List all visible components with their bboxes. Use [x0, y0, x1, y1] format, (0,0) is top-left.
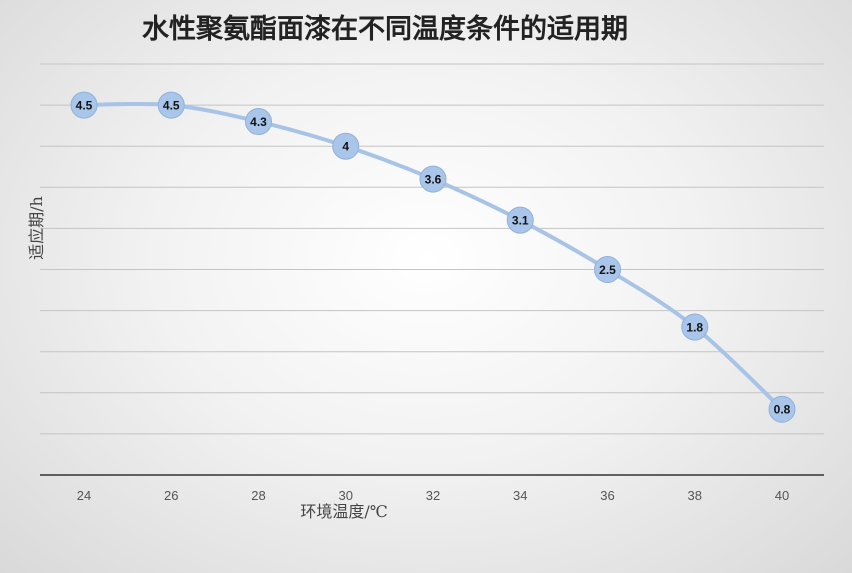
data-point-marker: [768, 395, 796, 423]
data-point-marker: [594, 256, 621, 283]
y-axis-title: 适应期/h: [27, 196, 46, 260]
data-label: 0.8: [774, 403, 791, 417]
data-point-marker: [245, 108, 272, 136]
data-point-marker: [332, 132, 360, 160]
x-tick-labels: 24 26 28 30 32 34 36 38 40: [77, 488, 789, 503]
series-line: [82, 101, 784, 412]
data-label: 2.5: [599, 263, 616, 277]
data-label: 4.5: [76, 99, 93, 113]
data-label: 4.3: [250, 115, 267, 129]
data-label: 3.6: [425, 173, 442, 187]
x-tick-label: 24: [77, 488, 91, 503]
data-labels: 4.5 4.5 4.3 4 3.6 3.1 2.5 1.8 0.8: [76, 99, 791, 417]
x-tick-label: 32: [426, 488, 440, 503]
data-markers: [70, 91, 796, 423]
x-tick-label: 26: [164, 488, 178, 503]
chart-title: 水性聚氨酯面漆在不同温度条件的适用期: [142, 13, 628, 45]
data-label: 4.5: [163, 99, 180, 113]
data-point-marker: [681, 313, 709, 341]
data-point-marker: [419, 165, 447, 193]
x-tick-label: 38: [688, 488, 702, 503]
x-tick-label: 28: [251, 488, 265, 503]
x-tick-label: 40: [775, 488, 789, 503]
data-point-marker: [157, 91, 185, 119]
x-tick-label: 34: [513, 488, 527, 503]
x-tick-label: 36: [600, 488, 614, 503]
data-point-marker: [70, 91, 98, 119]
x-axis-title: 环境温度/℃: [300, 502, 387, 521]
data-label: 1.8: [686, 321, 703, 335]
data-label: 4: [342, 140, 349, 154]
x-tick-label: 30: [339, 488, 353, 503]
data-label: 3.1: [512, 214, 529, 228]
data-point-marker: [506, 206, 534, 234]
gridlines: [40, 63, 824, 435]
